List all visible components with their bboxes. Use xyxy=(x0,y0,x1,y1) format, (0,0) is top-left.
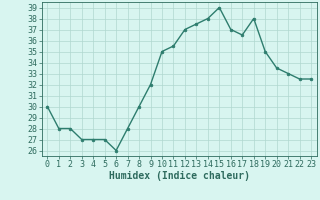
X-axis label: Humidex (Indice chaleur): Humidex (Indice chaleur) xyxy=(109,171,250,181)
